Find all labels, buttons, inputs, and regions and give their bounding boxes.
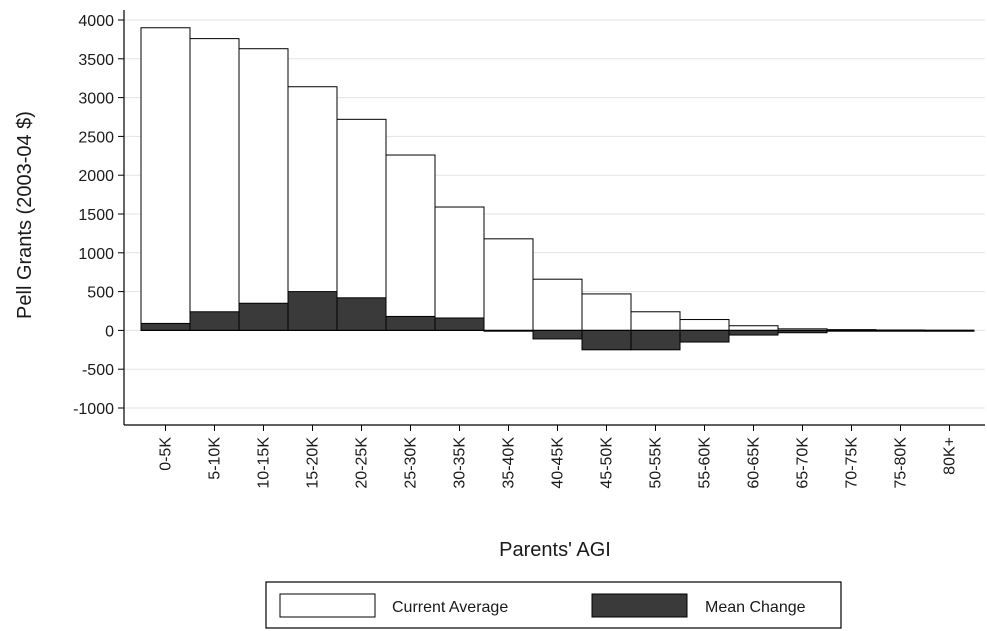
bar-mean-change-30-35k	[434, 317, 485, 331]
legend-swatch-current-average	[279, 593, 376, 618]
x-tick-label-50-55k: 50-55K	[648, 437, 665, 489]
y-tick-label-3000: 3000	[78, 91, 114, 108]
bar-mean-change-55-60k	[679, 329, 730, 343]
bar-mean-change-60-65k	[728, 329, 779, 336]
bar-current-average-25-30k	[385, 154, 436, 331]
bar-current-average-55-60k	[679, 319, 730, 331]
bar-current-average-45-50k	[581, 293, 632, 331]
legend-label-current-average: Current Average	[392, 599, 508, 616]
bar-current-average-0-5k	[140, 27, 191, 331]
y-axis-title: Pell Grants (2003-04 $)	[14, 111, 36, 319]
y-tick-label-2500: 2500	[78, 129, 114, 146]
x-tick-label-45-50k: 45-50K	[599, 437, 616, 489]
x-tick-label-5-10k: 5-10K	[207, 437, 224, 480]
x-tick-label-0-5k: 0-5K	[158, 437, 175, 471]
x-tick-label-35-40k: 35-40K	[501, 437, 518, 489]
axes	[118, 10, 985, 431]
legend-label-mean-change: Mean Change	[705, 599, 806, 616]
legend-swatch-mean-change	[591, 593, 688, 618]
bar-current-average-50-55k	[630, 311, 681, 331]
y-tick-label-1500: 1500	[78, 207, 114, 224]
y-tick-label-1000: 1000	[78, 246, 114, 263]
bar-mean-change-25-30k	[385, 315, 436, 331]
bar-current-average-35-40k	[483, 238, 534, 331]
y-tick-label-4000: 4000	[78, 13, 114, 30]
x-tick-label-10-15k: 10-15K	[256, 437, 273, 489]
bar-mean-change-20-25k	[336, 297, 387, 331]
bar-mean-change-45-50k	[581, 329, 632, 351]
y-tick-label-0: 0	[105, 323, 114, 340]
x-tick-label-65-70k: 65-70K	[795, 437, 812, 489]
bar-mean-change-10-15k	[238, 302, 289, 331]
x-tick-label-70-75k: 70-75K	[844, 437, 861, 489]
bar-mean-change-5-10k	[189, 311, 240, 331]
x-tick-label-55-60k: 55-60K	[697, 437, 714, 489]
y-tick-label-3500: 3500	[78, 52, 114, 69]
bar-current-average-20-25k	[336, 118, 387, 331]
bar-current-average-5-10k	[189, 38, 240, 331]
bar-mean-change-40-45k	[532, 329, 583, 340]
x-tick-label-80k: 80K+	[942, 437, 959, 475]
y-tick-label-500: 500	[87, 285, 114, 302]
bar-mean-change-15-20k	[287, 291, 338, 331]
x-tick-label-60-65k: 60-65K	[746, 437, 763, 489]
y-tick-label-1000: -1000	[73, 401, 114, 418]
y-tick-label-500: -500	[82, 362, 114, 379]
bar-current-average-10-15k	[238, 48, 289, 331]
x-tick-label-40-45k: 40-45K	[550, 437, 567, 489]
x-tick-label-75-80k: 75-80K	[893, 437, 910, 489]
x-tick-label-20-25k: 20-25K	[354, 437, 371, 489]
legend: Current Average Mean Change	[265, 581, 842, 629]
bar-current-average-40-45k	[532, 278, 583, 331]
bar-current-average-60-65k	[728, 325, 779, 331]
x-tick-label-30-35k: 30-35K	[452, 437, 469, 489]
tick-labels: 4000 3500 3000 2500 2000 1500 1000 500 0 -500 -100…	[73, 13, 958, 489]
x-tick-label-15-20k: 15-20K	[305, 437, 322, 489]
bar-mean-change-0-5k	[140, 322, 191, 331]
bar-mean-change-50-55k	[630, 329, 681, 351]
y-tick-label-2000: 2000	[78, 168, 114, 185]
bars	[140, 27, 975, 351]
bar-current-average-30-35k	[434, 206, 485, 331]
x-tick-label-25-30k: 25-30K	[403, 437, 420, 489]
x-axis-title: Parents' AGI	[499, 539, 611, 561]
